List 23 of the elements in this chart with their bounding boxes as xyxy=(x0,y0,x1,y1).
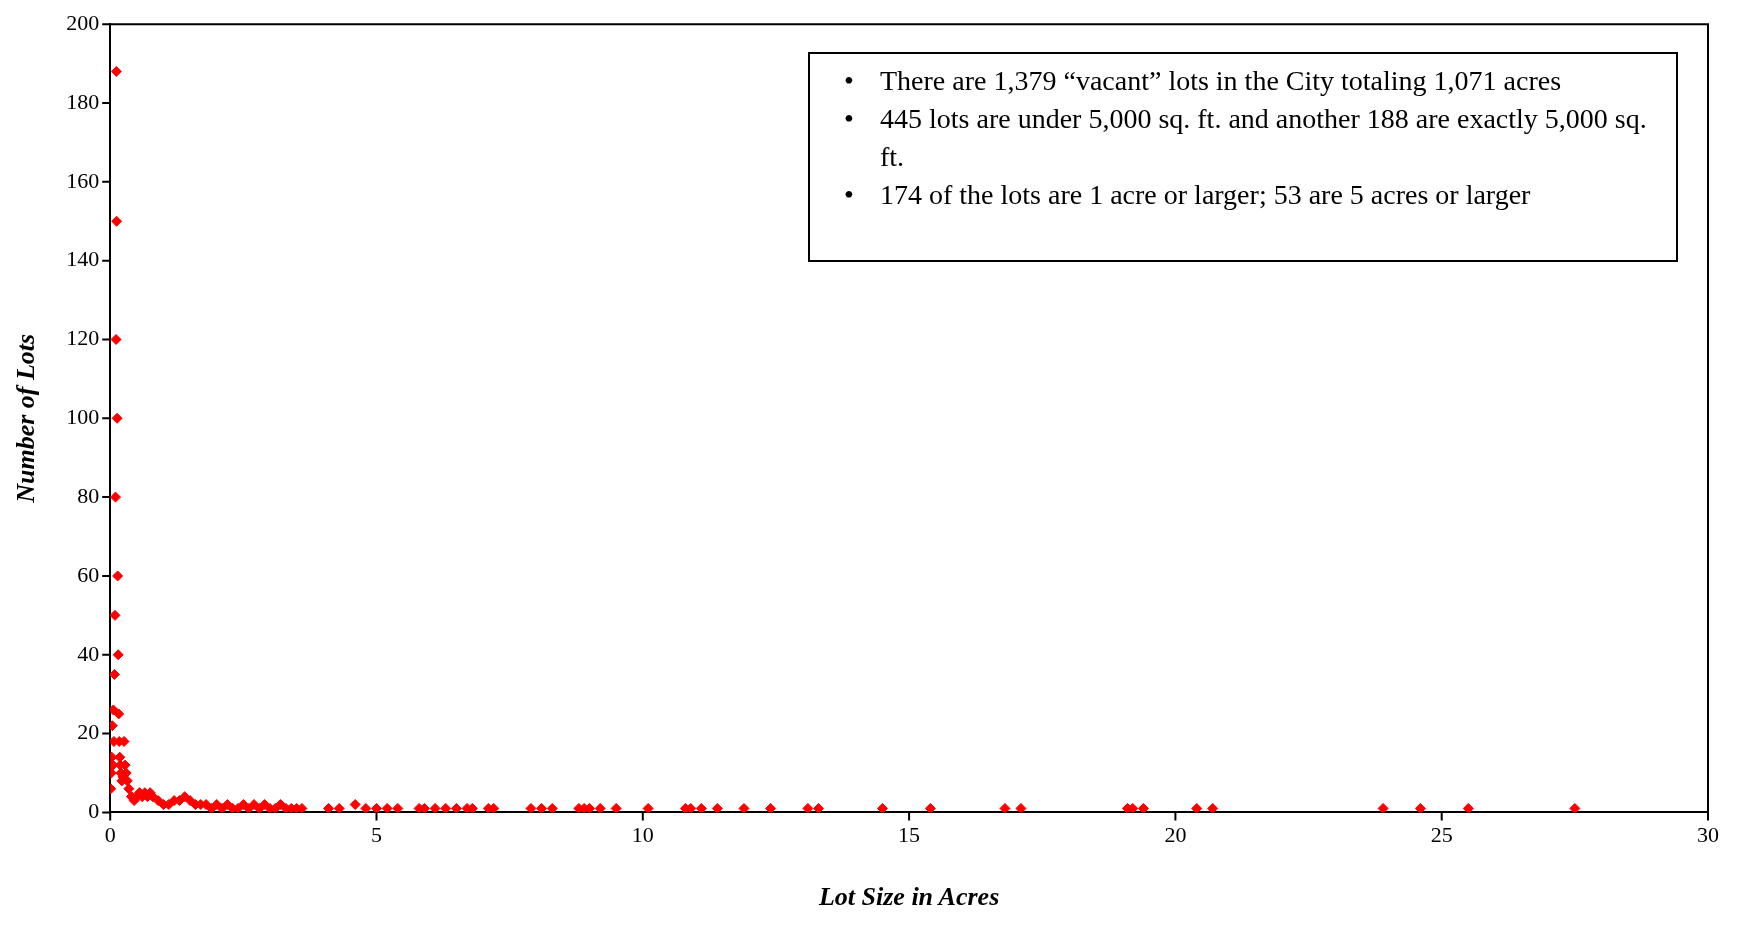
y-tick-label: 60 xyxy=(77,561,100,587)
y-tick-label: 140 xyxy=(66,246,100,272)
y-tick-label: 0 xyxy=(88,798,100,824)
y-tick-label: 200 xyxy=(66,9,100,35)
x-tick-label: 30 xyxy=(1697,822,1719,848)
y-tick-label: 180 xyxy=(66,88,100,114)
annotation: • 174 of the lots are 1 acre or larger; 53 are 5 acres or larger xyxy=(843,178,1531,212)
x-tick-label: 0 xyxy=(104,822,116,848)
y-tick-label: 120 xyxy=(66,325,100,351)
y-tick-label: 100 xyxy=(66,404,100,430)
y-tick-label: 40 xyxy=(77,640,100,666)
x-tick-label: 5 xyxy=(371,822,382,848)
x-tick-label: 25 xyxy=(1430,822,1453,848)
x-tick-label: 10 xyxy=(631,822,654,848)
annotation: • 445 lots are under 5,000 sq. ft. and another 188 are exactly 5,000 sq. ft. xyxy=(843,102,1648,174)
y-tick-label: 20 xyxy=(77,719,100,745)
y-tick-label: 80 xyxy=(77,482,100,508)
annotation: • There are 1,379 “vacant” lots in the City totaling 1,071 acres xyxy=(843,64,1562,98)
y-axis-title: Number of Lots xyxy=(11,333,41,504)
y-tick-label: 160 xyxy=(66,167,100,193)
x-axis-title: Lot Size in Acres xyxy=(817,882,1000,912)
x-tick-label: 20 xyxy=(1164,822,1187,848)
x-tick-label: 15 xyxy=(898,822,921,848)
